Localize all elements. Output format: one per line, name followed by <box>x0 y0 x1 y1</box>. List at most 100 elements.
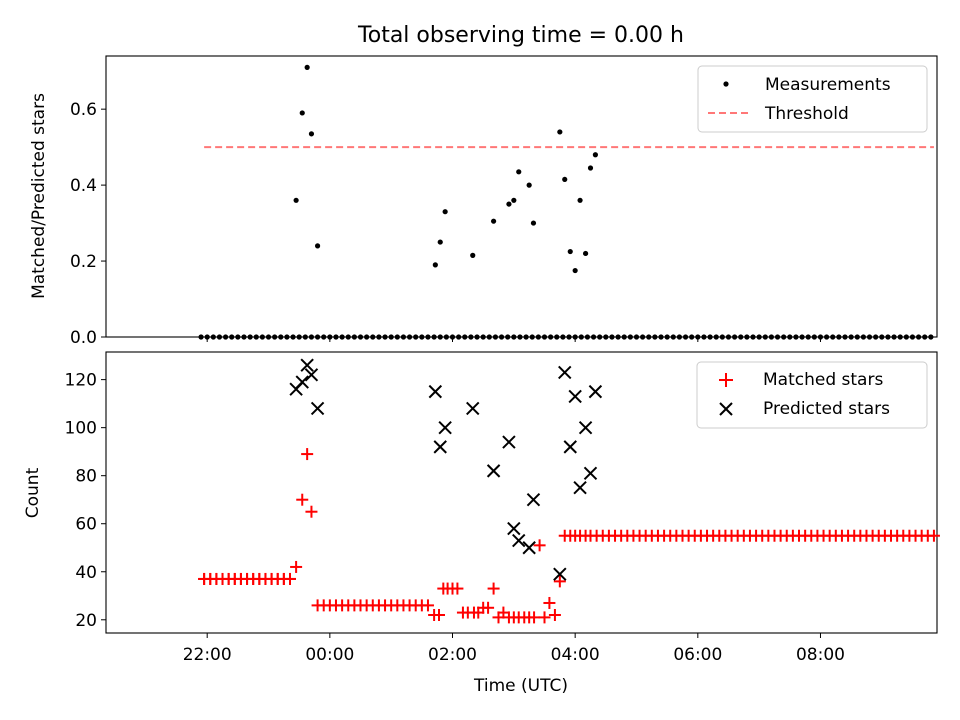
measurement-point <box>928 334 934 340</box>
matched-star-point <box>533 539 546 552</box>
measurement-point <box>866 334 873 340</box>
measurement-point <box>848 334 854 340</box>
measurement-point <box>713 334 719 340</box>
matched-star-point <box>305 505 318 518</box>
legend-matched-marker <box>719 373 733 387</box>
measurement-point <box>505 334 511 340</box>
measurement-point <box>516 169 522 175</box>
x-tick-label: 06:00 <box>673 645 722 665</box>
measurement-point <box>922 334 928 340</box>
measurement-point <box>592 152 599 158</box>
measurement-point <box>762 334 768 340</box>
measurement-point <box>577 197 583 203</box>
measurement-point <box>394 334 400 340</box>
measurement-point <box>364 334 370 340</box>
measurement-point <box>235 334 241 340</box>
measurement-point <box>296 334 302 340</box>
measurement-point <box>566 334 572 340</box>
measurement-point <box>492 334 499 340</box>
measurement-point <box>664 334 670 340</box>
y-tick-label: 0.4 <box>70 176 97 196</box>
legend-measurements-marker <box>723 81 729 87</box>
measurement-point <box>247 334 253 340</box>
measurement-point <box>376 334 382 340</box>
legend-threshold-label: Threshold <box>764 104 849 124</box>
measurement-point <box>627 334 633 340</box>
measurement-point <box>425 334 431 340</box>
matched-star-point <box>421 599 434 612</box>
measurement-point <box>891 334 897 340</box>
measurement-point <box>854 334 860 340</box>
predicted-star-point <box>300 358 314 372</box>
legend-measurements-label: Measurements <box>765 75 891 95</box>
predicted-star-point <box>512 533 526 548</box>
measurement-point <box>345 334 351 340</box>
measurement-point <box>541 334 548 340</box>
y-tick-label: 100 <box>65 419 97 439</box>
measurement-point <box>400 334 407 340</box>
count-y-label: Count <box>23 467 43 518</box>
measurement-point <box>253 334 259 340</box>
measurement-point <box>903 334 909 340</box>
measurement-point <box>265 334 272 340</box>
measurement-point <box>676 334 683 340</box>
measurement-point <box>241 334 247 340</box>
measurement-point <box>370 334 376 340</box>
measurement-point <box>916 334 922 340</box>
measurement-point <box>229 334 235 340</box>
measurement-point <box>529 334 535 340</box>
matched-star-point <box>528 611 541 624</box>
measurement-point <box>443 334 449 340</box>
measurement-point <box>302 334 308 340</box>
count-y-axis: 20 40 60 80 100 120 <box>65 371 106 631</box>
y-tick-label: 0.6 <box>70 100 97 120</box>
y-tick-label: 60 <box>75 515 97 535</box>
matched-star-point <box>543 596 556 609</box>
y-tick-label: 0.0 <box>70 328 97 348</box>
measurement-point <box>517 334 523 340</box>
measurement-point <box>584 334 591 340</box>
measurement-point <box>314 243 321 249</box>
measurement-point <box>278 334 284 340</box>
count-marks <box>198 358 940 624</box>
measurement-point <box>701 334 707 340</box>
measurement-point <box>511 334 517 340</box>
measurement-point <box>442 209 448 215</box>
measurement-point <box>582 250 589 257</box>
measurement-point <box>640 334 646 340</box>
measurement-point <box>750 334 756 340</box>
legend-predicted-marker <box>719 402 733 416</box>
measurement-point <box>222 334 229 340</box>
matched-star-point <box>927 529 940 542</box>
count-legend: Matched stars Predicted stars <box>696 361 928 429</box>
matched-star-point <box>290 560 303 573</box>
measurement-point <box>530 220 537 226</box>
predicted-star-point <box>507 521 521 536</box>
measurement-point <box>897 334 903 340</box>
measurement-point <box>339 334 345 340</box>
ratio-legend: Measurements Threshold <box>697 65 928 133</box>
predicted-star-point <box>310 401 325 416</box>
x-axis-label: Time (UTC) <box>473 676 568 696</box>
predicted-star-point <box>522 541 536 555</box>
matched-star-point <box>296 493 309 506</box>
measurement-point <box>432 262 438 268</box>
measurement-point <box>615 334 621 340</box>
measurement-point <box>351 334 357 340</box>
measurement-point <box>382 334 388 340</box>
measurement-point <box>609 334 615 340</box>
measurement-point <box>603 334 609 340</box>
measurement-point <box>419 334 425 340</box>
measurement-point <box>885 334 891 340</box>
predicted-star-point <box>428 384 443 399</box>
predicted-star-point <box>563 440 577 454</box>
measurement-point <box>413 334 419 340</box>
measurement-point <box>578 334 584 340</box>
measurement-point <box>689 334 695 340</box>
measurement-point <box>554 334 560 340</box>
predicted-star-point <box>553 567 567 581</box>
matched-star-point <box>301 448 314 461</box>
measurement-point <box>314 334 321 340</box>
measurement-point <box>572 267 578 274</box>
